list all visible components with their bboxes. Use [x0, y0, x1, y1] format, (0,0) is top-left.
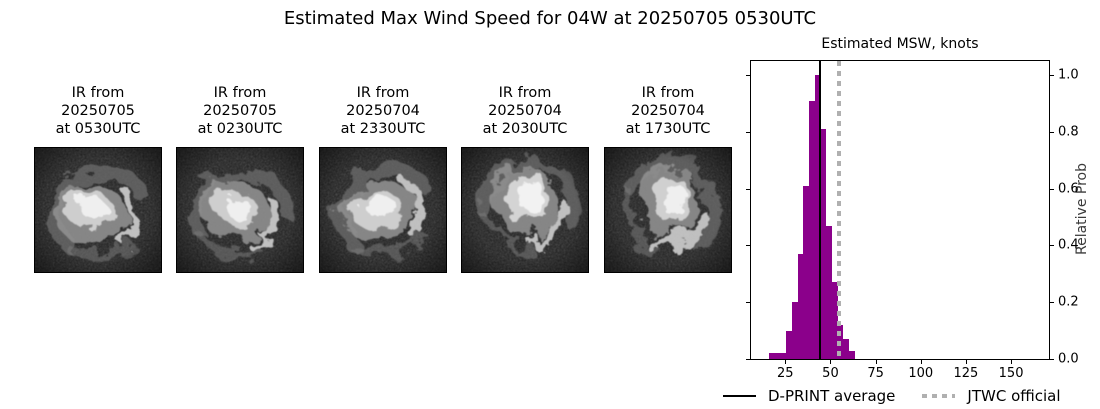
y-tick-right: [1050, 302, 1054, 304]
plot-area: [750, 60, 1050, 360]
sat-label-line3: at 2030UTC: [482, 121, 568, 137]
sat-label-line1: IR from: [498, 85, 552, 101]
sat-label-line3: at 0530UTC: [55, 121, 141, 137]
y-tick-left: [746, 188, 750, 190]
y-tick-left: [746, 75, 750, 77]
x-tick-label: 150: [998, 366, 1024, 381]
x-tick-label: 50: [822, 366, 839, 381]
y-tick-right: [1050, 359, 1054, 360]
ir-satellite-image: [461, 147, 589, 273]
histogram-bar: [814, 75, 821, 359]
x-tick: [920, 360, 922, 364]
x-tick: [875, 360, 877, 364]
dprint-line-sample: [723, 395, 756, 397]
sat-label-line2: 20250705: [203, 103, 277, 119]
x-tick-label: 25: [777, 366, 794, 381]
x-tick-label: 100: [908, 366, 934, 381]
page-title: Estimated Max Wind Speed for 04W at 2025…: [283, 8, 817, 29]
y-tick-left: [746, 302, 750, 304]
y-tick-label: 0.2: [1058, 294, 1079, 310]
histogram-bar: [786, 330, 792, 359]
histogram-bar: [780, 353, 787, 359]
x-tick-label: 75: [867, 366, 884, 381]
legend-label-jtwc: JTWC official: [967, 387, 1061, 405]
y-tick-left: [746, 245, 750, 247]
y-tick-right: [1050, 131, 1054, 133]
histogram-bar: [831, 282, 838, 359]
x-tick: [1011, 360, 1013, 364]
sat-label-line3: at 0230UTC: [197, 121, 283, 137]
histogram-bar: [820, 129, 827, 359]
sat-label-line3: at 2330UTC: [340, 121, 426, 137]
sat-panel-label: IR from 20250704 at 1730UTC: [605, 84, 731, 138]
histogram-plot: Estimated MSW, knots Relative Prob 25 50 7…: [746, 36, 1100, 409]
x-tick-label: 125: [953, 366, 979, 381]
ir-satellite-image: [604, 147, 732, 273]
histogram-bar: [791, 302, 798, 359]
y-tick-label: 0.0: [1058, 351, 1079, 367]
histogram-bar: [843, 339, 850, 359]
chart-legend: D-PRINT average JTWC official: [723, 387, 1061, 405]
histogram-bar: [774, 353, 781, 359]
x-tick: [785, 360, 787, 364]
histogram-bar: [808, 100, 815, 359]
histogram-bar: [826, 225, 832, 359]
sat-label-line2: 20250704: [488, 103, 562, 119]
sat-label-line2: 20250704: [346, 103, 420, 119]
sat-panel-label: IR from 20250705 at 0530UTC: [35, 84, 161, 138]
y-tick-label: 1.0: [1058, 67, 1079, 83]
sat-panel-label: IR from 20250705 at 0230UTC: [177, 84, 303, 138]
chart-title: Estimated MSW, knots: [821, 36, 979, 52]
x-tick: [965, 360, 967, 364]
y-tick-left: [746, 359, 750, 360]
sat-label-line1: IR from: [356, 85, 410, 101]
sat-label-line2: 20250705: [61, 103, 135, 119]
y-tick-right: [1050, 188, 1054, 190]
sat-panel-label: IR from 20250704 at 2330UTC: [320, 84, 446, 138]
ir-satellite-image: [34, 147, 162, 273]
sat-panel-label: IR from 20250704 at 2030UTC: [462, 84, 588, 138]
ir-satellite-image: [176, 147, 304, 273]
histogram-bar: [803, 185, 809, 359]
sat-label-line2: 20250704: [631, 103, 705, 119]
dprint-average-line: [818, 61, 821, 359]
jtwc-dotted-sample: [922, 394, 956, 398]
y-tick-label: 0.6: [1058, 181, 1079, 197]
y-tick-label: 0.8: [1058, 124, 1079, 140]
histogram-bar: [797, 254, 804, 359]
y-tick-left: [746, 131, 750, 133]
histogram-bar: [849, 350, 855, 359]
ir-satellite-image: [319, 147, 447, 273]
jtwc-official-line: [837, 61, 842, 359]
histogram-bar: [768, 353, 775, 359]
y-tick-right: [1050, 245, 1054, 247]
sat-label-line1: IR from: [213, 85, 267, 101]
sat-label-line3: at 1730UTC: [625, 121, 711, 137]
y-tick-label: 0.4: [1058, 237, 1079, 253]
legend-label-dprint: D-PRINT average: [768, 387, 896, 405]
x-tick: [830, 360, 832, 364]
sat-label-line1: IR from: [71, 85, 125, 101]
y-tick-right: [1050, 75, 1054, 77]
sat-label-line1: IR from: [641, 85, 695, 101]
